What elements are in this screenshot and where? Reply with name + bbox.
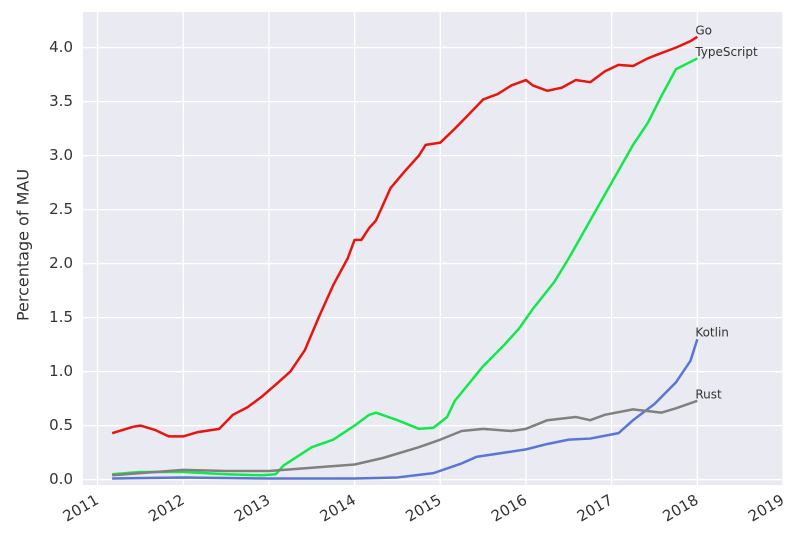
x-tick-label: 2018 xyxy=(659,491,701,526)
x-tick-label: 2015 xyxy=(402,491,444,526)
x-tick-label: 2012 xyxy=(145,491,187,526)
y-tick-label: 4.0 xyxy=(49,38,73,56)
series-label: Rust xyxy=(695,387,722,401)
y-tick-label: 2.0 xyxy=(49,254,73,272)
y-tick-label: 0.5 xyxy=(49,416,73,434)
line xyxy=(112,57,698,477)
y-tick-label: 1.0 xyxy=(49,362,73,380)
y-axis-label: Percentage of MAU xyxy=(14,169,33,321)
x-tick-label: 2014 xyxy=(317,491,359,526)
x-tick-label: 2017 xyxy=(574,491,616,526)
plot-area xyxy=(83,12,783,485)
line xyxy=(112,338,699,480)
line xyxy=(111,35,698,438)
y-tick-label: 1.5 xyxy=(49,308,73,326)
y-tick-label: 3.5 xyxy=(49,92,73,110)
y-tick-label: 2.5 xyxy=(49,200,73,218)
series-label: Kotlin xyxy=(695,326,729,340)
x-tick-label: 2019 xyxy=(745,491,787,526)
y-tick-label: 3.0 xyxy=(49,146,73,164)
y-tick-label: 0.0 xyxy=(49,470,73,488)
series-label: TypeScript xyxy=(694,45,758,59)
x-tick-label: 2016 xyxy=(488,491,530,526)
line xyxy=(112,399,698,477)
x-tick-label: 2011 xyxy=(60,491,102,526)
series-label: Go xyxy=(695,23,712,37)
x-tick-label: 2013 xyxy=(231,491,273,526)
